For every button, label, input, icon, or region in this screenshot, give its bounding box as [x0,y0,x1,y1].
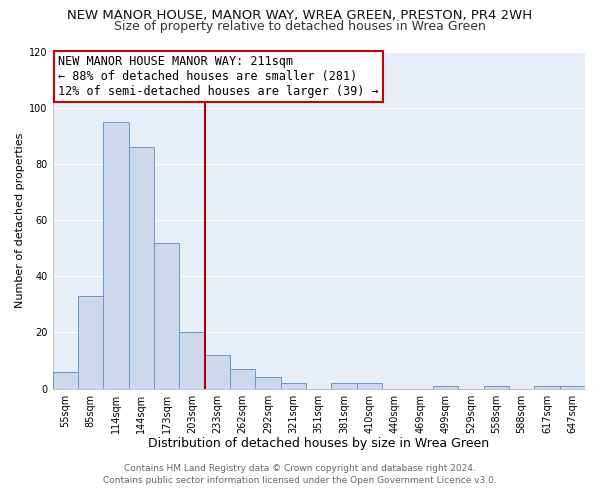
Bar [534,386,560,388]
Text: NEW MANOR HOUSE MANOR WAY: 211sqm
← 88% of detached houses are smaller (281)
12%: NEW MANOR HOUSE MANOR WAY: 211sqm ← 88% … [58,55,379,98]
Bar [179,332,205,388]
Bar [230,369,256,388]
Bar [331,383,357,388]
Text: Size of property relative to detached houses in Wrea Green: Size of property relative to detached ho… [114,20,486,33]
Text: NEW MANOR HOUSE, MANOR WAY, WREA GREEN, PRESTON, PR4 2WH: NEW MANOR HOUSE, MANOR WAY, WREA GREEN, … [67,9,533,22]
Y-axis label: Number of detached properties: Number of detached properties [15,132,25,308]
Bar [357,383,382,388]
Bar [256,378,281,388]
Bar [154,242,179,388]
X-axis label: Distribution of detached houses by size in Wrea Green: Distribution of detached houses by size … [148,437,490,450]
Bar [205,355,230,388]
Bar [433,386,458,388]
Bar [103,122,128,388]
Bar [484,386,509,388]
Bar [78,296,103,388]
Bar [560,386,585,388]
Text: Contains HM Land Registry data © Crown copyright and database right 2024.
Contai: Contains HM Land Registry data © Crown c… [103,464,497,485]
Bar [53,372,78,388]
Bar [128,147,154,388]
Bar [281,383,306,388]
